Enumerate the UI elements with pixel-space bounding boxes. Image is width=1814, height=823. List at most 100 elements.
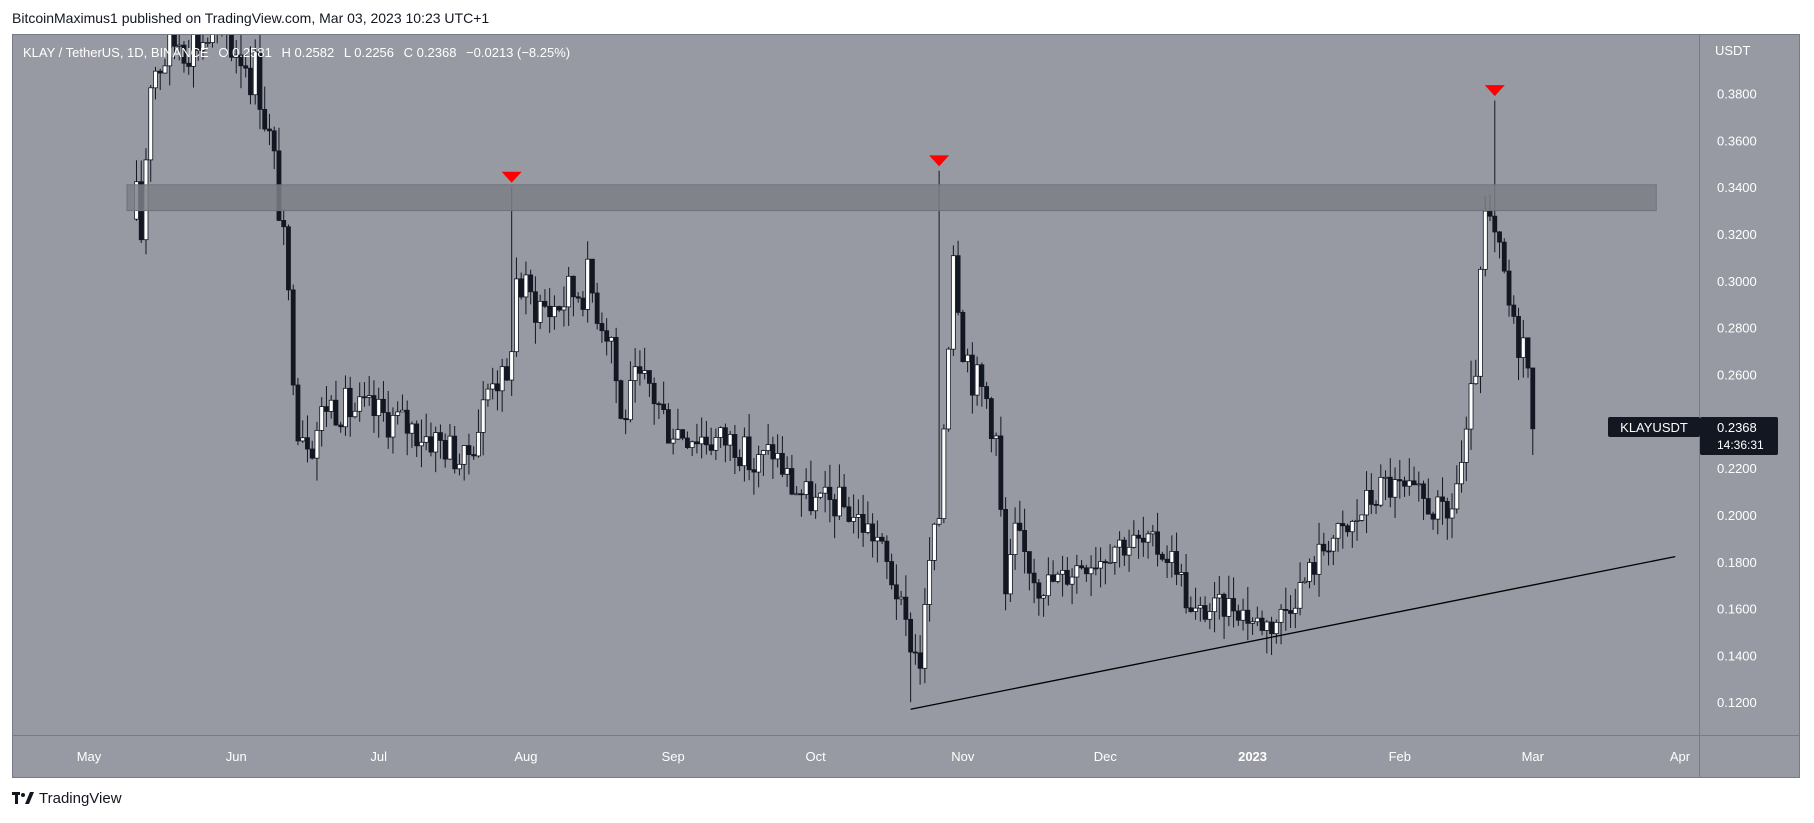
candle-body [1383, 476, 1388, 479]
candle-body [447, 435, 453, 460]
price-tick-label: 0.3800 [1717, 87, 1757, 102]
candle-body [955, 255, 961, 313]
ohlc-legend[interactable]: KLAY / TetherUS, 1D, BINANCE O 0.2581 H … [23, 45, 570, 60]
candle-body [841, 486, 847, 508]
candle-body [210, 35, 215, 43]
candle-body [836, 486, 842, 517]
time-tick-label: Oct [806, 749, 827, 764]
candle-body [1506, 270, 1512, 306]
candle-body [191, 35, 196, 67]
candle-body [314, 430, 320, 459]
candle-body [338, 424, 344, 428]
candle-body [423, 436, 429, 443]
price-tick-label: 0.3400 [1717, 180, 1757, 195]
candle-body [1221, 593, 1227, 617]
candle-body [1126, 546, 1132, 556]
candle-body [1174, 551, 1179, 575]
candle-body [1007, 554, 1013, 595]
price-tick-label: 0.1800 [1717, 555, 1757, 570]
candle-body [1378, 477, 1384, 506]
legend-open-value: 0.2581 [232, 45, 272, 60]
time-tick-label: Feb [1389, 749, 1411, 764]
candle-body [993, 435, 999, 439]
candle-body [1193, 607, 1198, 612]
candle-body [1254, 617, 1260, 623]
candle-body [746, 436, 752, 471]
candle-body [1045, 574, 1051, 597]
candle-body [889, 561, 895, 586]
candle-body [1098, 561, 1103, 569]
publish-credit: BitcoinMaximus1 published on TradingView… [12, 10, 490, 26]
candle-body [1250, 621, 1255, 624]
price-tag[interactable]: KLAYUSDT 0.2368 14:36:31 [1608, 417, 1778, 455]
candle-body [599, 323, 605, 332]
candle-body [974, 364, 980, 396]
candles-layer [134, 35, 1536, 703]
price-tag-value-box [1700, 417, 1778, 455]
candle-body [1340, 523, 1346, 527]
time-tick-label: Apr [1670, 749, 1691, 764]
candle-body [722, 427, 728, 446]
candle-body [1017, 522, 1023, 531]
candle-body [1117, 539, 1122, 548]
candle-body [1421, 483, 1426, 499]
price-tag-countdown: 14:36:31 [1717, 438, 1764, 452]
candlestick-chart[interactable]: USDT 0.3800 0.3600 0.3400 0.3200 0.3000 0.280… [13, 35, 1799, 777]
candle-body [1368, 490, 1374, 505]
candle-body [153, 70, 158, 89]
candle-body [452, 435, 458, 470]
candle-body [295, 384, 301, 442]
candle-body [1449, 508, 1455, 519]
candle-body [433, 432, 439, 453]
time-tick-label: Jul [370, 749, 387, 764]
candle-body [566, 275, 572, 308]
candle-body [157, 70, 163, 74]
candle-body [428, 436, 434, 453]
candle-body [518, 278, 524, 298]
candle-body [286, 226, 291, 291]
legend-low-label: L [344, 45, 351, 60]
candle-body [471, 454, 477, 457]
candle-body [817, 492, 823, 498]
price-tick-label: 0.2600 [1717, 367, 1757, 382]
candle-body [732, 434, 738, 458]
candle-body [1397, 479, 1403, 482]
candle-body [205, 42, 211, 44]
candle-body [689, 441, 695, 448]
candle-body [162, 65, 168, 74]
legend-high-label: H [281, 45, 290, 60]
candle-body [741, 436, 747, 467]
candle-body [618, 380, 624, 419]
candle-body [271, 130, 277, 152]
candle-body [395, 411, 401, 416]
time-axis-background[interactable] [13, 736, 1799, 777]
time-tick-label: Aug [514, 749, 537, 764]
candle-body [803, 481, 809, 495]
candle-body [1003, 509, 1009, 595]
candle-body [352, 410, 358, 418]
time-tick-label: Sep [662, 749, 685, 764]
chart-frame[interactable]: USDT 0.3800 0.3600 0.3400 0.3200 0.3000 0.280… [12, 34, 1800, 778]
candle-body [1145, 533, 1151, 543]
candle-body [922, 604, 928, 669]
candle-body [252, 51, 258, 96]
candle-body [1055, 573, 1061, 582]
candle-body [1197, 605, 1203, 609]
price-tick-label: 0.3600 [1717, 133, 1757, 148]
candle-body [1468, 383, 1474, 430]
candle-body [499, 366, 505, 392]
price-axis-background[interactable] [1700, 35, 1799, 735]
legend-open-label: O [218, 45, 228, 60]
candle-body [1212, 597, 1217, 613]
candle-body [561, 306, 567, 311]
candle-body [656, 403, 662, 406]
candle-body [879, 536, 885, 542]
candle-body [1302, 580, 1308, 583]
tradingview-brand[interactable]: TradingView [12, 790, 122, 807]
candle-body [661, 403, 667, 411]
candle-body [238, 54, 244, 67]
candle-body [1079, 565, 1084, 569]
ascending-support-line[interactable] [910, 555, 1676, 710]
time-tick-label: May [77, 749, 102, 764]
candle-body [542, 300, 548, 307]
